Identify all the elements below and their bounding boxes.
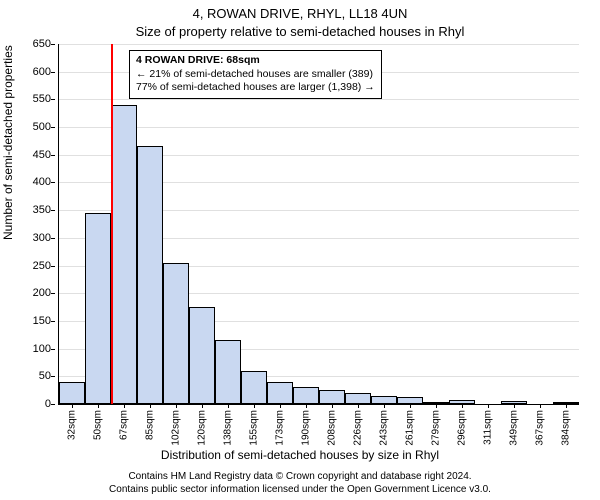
histogram-bar	[293, 387, 318, 404]
y-tick-label: 150	[33, 315, 51, 327]
x-tick-label: 384sqm	[561, 410, 572, 446]
x-tick	[410, 404, 411, 408]
annotation-smaller: ← 21% of semi-detached houses are smalle…	[136, 68, 375, 82]
y-tick-label: 0	[45, 398, 51, 410]
annotation-larger: 77% of semi-detached houses are larger (…	[136, 81, 375, 95]
y-tick	[51, 376, 55, 377]
gridline	[59, 99, 579, 100]
y-tick-label: 250	[33, 260, 51, 272]
x-tick-label: 279sqm	[431, 410, 442, 446]
x-tick-label: 208sqm	[327, 410, 338, 446]
y-tick	[51, 293, 55, 294]
y-tick	[51, 238, 55, 239]
y-tick-label: 600	[33, 66, 51, 78]
y-tick-label: 550	[33, 93, 51, 105]
x-tick-label: 85sqm	[145, 410, 156, 440]
y-tick	[51, 349, 55, 350]
plot-area: 4 ROWAN DRIVE: 68sqm ← 21% of semi-detac…	[58, 44, 579, 405]
x-tick-label: 226sqm	[353, 410, 364, 446]
x-tick	[488, 404, 489, 408]
x-tick	[280, 404, 281, 408]
x-tick-label: 155sqm	[249, 410, 260, 446]
histogram-bar	[163, 263, 188, 404]
x-axis-label: Distribution of semi-detached houses by …	[0, 448, 600, 462]
annotation-header: 4 ROWAN DRIVE: 68sqm	[136, 54, 375, 68]
x-tick-label: 349sqm	[509, 410, 520, 446]
y-tick-label: 300	[33, 232, 51, 244]
property-marker-line	[111, 44, 113, 404]
x-tick	[514, 404, 515, 408]
histogram-bar	[267, 382, 292, 404]
histogram-bar	[111, 105, 136, 404]
y-tick	[51, 44, 55, 45]
annotation-box: 4 ROWAN DRIVE: 68sqm ← 21% of semi-detac…	[129, 50, 382, 99]
page-title: 4, ROWAN DRIVE, RHYL, LL18 4UN	[0, 6, 600, 21]
histogram-bar	[137, 146, 162, 404]
footer-line-1: Contains HM Land Registry data © Crown c…	[0, 471, 600, 484]
x-tick	[384, 404, 385, 408]
footer-text: Contains HM Land Registry data © Crown c…	[0, 471, 600, 496]
histogram-bar	[371, 396, 396, 404]
x-tick	[332, 404, 333, 408]
x-tick-label: 67sqm	[119, 410, 130, 440]
x-tick	[436, 404, 437, 408]
y-tick	[51, 210, 55, 211]
x-tick	[254, 404, 255, 408]
y-tick-label: 650	[33, 38, 51, 50]
y-tick	[51, 266, 55, 267]
x-tick-label: 367sqm	[535, 410, 546, 446]
x-tick	[202, 404, 203, 408]
x-tick	[462, 404, 463, 408]
x-tick-label: 311sqm	[483, 410, 494, 445]
x-tick-label: 173sqm	[275, 410, 286, 446]
y-tick	[51, 155, 55, 156]
gridline	[59, 44, 579, 45]
x-tick-label: 32sqm	[67, 410, 78, 440]
x-tick	[72, 404, 73, 408]
histogram-bar	[59, 382, 84, 404]
histogram-bar	[319, 390, 344, 404]
x-tick	[98, 404, 99, 408]
x-tick-label: 243sqm	[379, 410, 390, 446]
x-tick-label: 296sqm	[457, 410, 468, 446]
chart-container: 4, ROWAN DRIVE, RHYL, LL18 4UN Size of p…	[0, 0, 600, 500]
y-tick	[51, 182, 55, 183]
x-tick	[124, 404, 125, 408]
y-tick-label: 50	[39, 370, 51, 382]
x-tick-label: 120sqm	[197, 410, 208, 446]
x-tick	[176, 404, 177, 408]
x-tick-label: 190sqm	[301, 410, 312, 446]
y-tick-label: 100	[33, 343, 51, 355]
chart-subtitle: Size of property relative to semi-detach…	[0, 24, 600, 39]
y-tick-label: 500	[33, 121, 51, 133]
histogram-bar	[397, 397, 422, 404]
histogram-bar	[345, 393, 370, 404]
footer-line-2: Contains public sector information licen…	[0, 484, 600, 497]
x-tick	[566, 404, 567, 408]
y-tick	[51, 99, 55, 100]
y-tick	[51, 72, 55, 73]
x-tick	[540, 404, 541, 408]
y-tick-label: 450	[33, 149, 51, 161]
gridline	[59, 127, 579, 128]
histogram-bar	[189, 307, 214, 404]
x-tick	[306, 404, 307, 408]
y-tick-label: 200	[33, 287, 51, 299]
x-tick	[150, 404, 151, 408]
x-tick	[228, 404, 229, 408]
x-tick-label: 138sqm	[223, 410, 234, 446]
histogram-bar	[215, 340, 240, 404]
x-tick-label: 102sqm	[171, 410, 182, 446]
x-tick	[358, 404, 359, 408]
y-tick-label: 350	[33, 204, 51, 216]
y-axis-label: Number of semi-detached properties	[1, 45, 15, 240]
x-tick-label: 50sqm	[93, 410, 104, 440]
y-tick-label: 400	[33, 176, 51, 188]
y-tick	[51, 404, 55, 405]
histogram-bar	[85, 213, 110, 404]
x-tick-label: 261sqm	[405, 410, 416, 446]
y-tick	[51, 321, 55, 322]
histogram-bar	[241, 371, 266, 404]
y-tick	[51, 127, 55, 128]
